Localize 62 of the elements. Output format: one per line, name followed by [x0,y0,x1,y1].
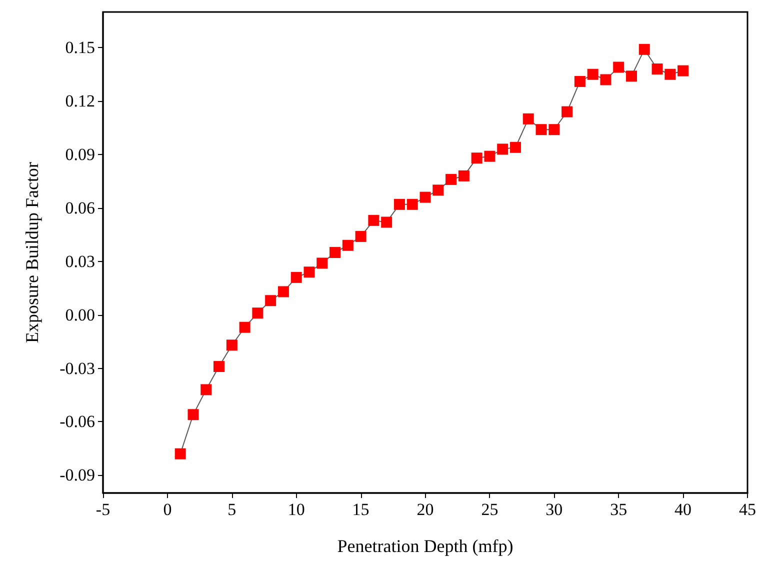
point [239,322,250,333]
point [265,295,276,306]
y-tick-label: 0.15 [65,38,95,58]
point [522,113,534,124]
point [342,240,354,251]
x-tick-label: 25 [481,500,498,519]
y-tick-label: 0.03 [65,252,95,271]
point [613,62,624,73]
point [226,340,238,351]
x-tick-label: 0 [163,500,172,519]
point [304,266,315,278]
point [536,124,547,136]
point [278,286,289,298]
point [484,150,496,162]
point [678,65,689,76]
point [652,64,663,75]
x-tick-label: -5 [96,500,110,519]
point [497,144,508,155]
point [381,216,392,228]
point [446,174,457,185]
point [548,124,560,136]
point [432,184,444,196]
y-tick-label: 0.09 [65,145,95,164]
point [406,198,418,210]
point [626,70,637,82]
point [587,68,598,80]
point [174,448,186,460]
y-tick-label: -0.03 [60,358,95,378]
point [188,409,199,420]
y-tick-label: -0.06 [60,412,95,432]
x-tick-label: 45 [739,500,756,519]
point [600,74,612,86]
y-tick-label: -0.09 [60,466,95,485]
x-axis-title: Penetration Depth (mfp) [337,536,514,556]
y-axis-title: Exposure Buildup Factor [22,162,42,343]
point [200,384,212,396]
x-tick-label: 10 [288,500,305,519]
point [458,170,470,182]
y-tick-label: 0.12 [65,92,95,111]
point [330,247,341,258]
x-tick-label: 5 [228,500,236,519]
point [252,308,264,319]
x-tick-label: 15 [352,500,370,519]
point [562,106,573,118]
point [471,152,482,164]
x-tick-label: 30 [546,500,563,519]
x-tick-label: 40 [674,500,692,519]
point [368,214,380,226]
point [290,272,302,283]
point [638,44,650,55]
y-tick-label: 0.00 [65,305,95,324]
point [214,361,225,372]
x-tick-label: 20 [416,500,434,519]
point [355,230,366,242]
point [420,192,431,203]
point [316,258,328,269]
point [574,76,586,87]
point [510,142,521,153]
y-tick-label: 0.06 [65,198,95,218]
point [394,198,405,210]
point [664,68,676,80]
x-tick-label: 35 [610,500,628,519]
